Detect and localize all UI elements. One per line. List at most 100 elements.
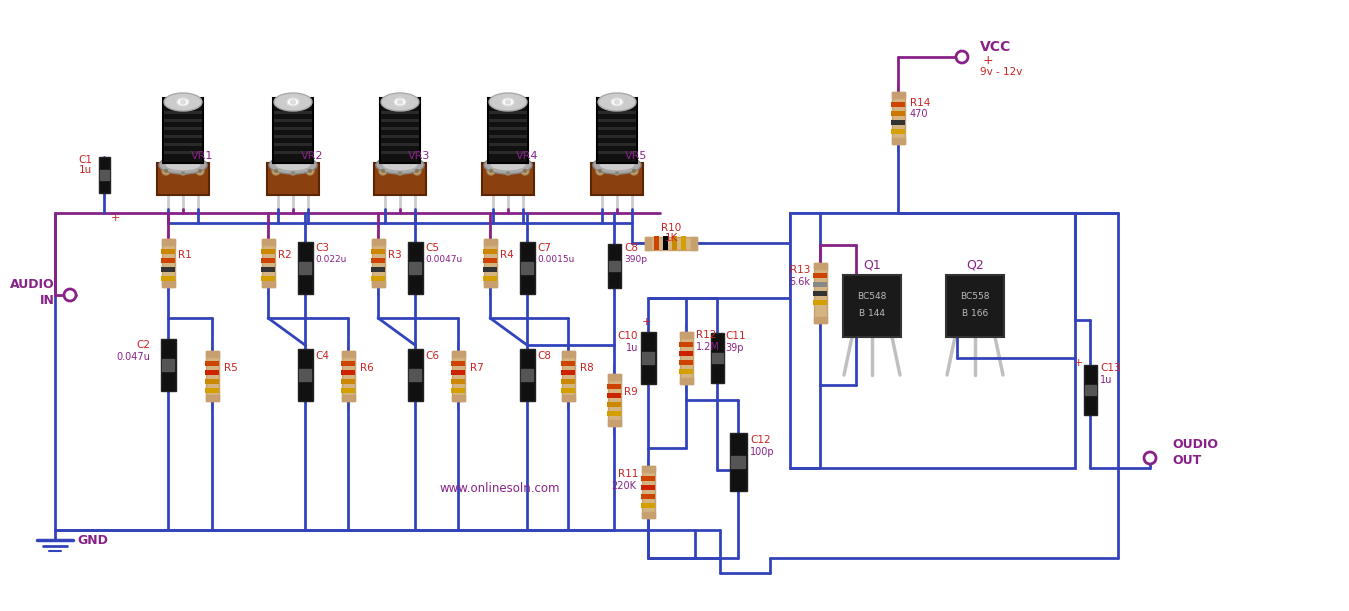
Bar (162, 239, 174, 245)
Text: VR3: VR3 (407, 151, 430, 161)
Bar (205, 361, 219, 366)
Bar (483, 281, 496, 287)
Text: 0.0047u: 0.0047u (425, 255, 463, 265)
Bar (607, 420, 621, 426)
Bar (165, 111, 202, 114)
Bar (451, 388, 465, 393)
Text: 470: 470 (911, 109, 928, 119)
Bar (298, 242, 313, 294)
Text: 0.0015u: 0.0015u (537, 255, 575, 265)
Ellipse shape (488, 93, 527, 111)
Bar (813, 300, 827, 305)
Bar (679, 342, 693, 347)
Ellipse shape (165, 169, 167, 172)
Bar (407, 242, 422, 294)
Bar (371, 249, 384, 254)
Bar (1085, 385, 1095, 395)
Text: C11: C11 (724, 331, 746, 341)
Ellipse shape (615, 100, 619, 104)
Bar (730, 433, 746, 491)
Text: VR2: VR2 (301, 151, 324, 161)
Text: R10: R10 (661, 223, 681, 233)
Bar (341, 370, 355, 375)
Text: C10: C10 (618, 331, 638, 341)
Text: R4: R4 (500, 250, 514, 260)
Text: C3: C3 (316, 243, 329, 253)
Ellipse shape (594, 156, 641, 174)
Text: www.onlinesoln.com: www.onlinesoln.com (440, 481, 560, 494)
Ellipse shape (484, 156, 532, 174)
Bar (561, 361, 575, 366)
Bar (483, 239, 496, 287)
Bar (274, 119, 312, 122)
Bar (267, 163, 318, 195)
Bar (654, 236, 660, 250)
Bar (672, 236, 677, 250)
Bar (791, 213, 1075, 468)
Bar (711, 353, 723, 363)
Bar (488, 151, 527, 154)
Bar (561, 370, 575, 375)
Bar (645, 236, 652, 249)
Bar (946, 275, 1004, 337)
Bar (163, 98, 202, 163)
Bar (299, 369, 312, 381)
Bar (205, 379, 219, 384)
Bar (662, 236, 668, 250)
Bar (642, 466, 654, 518)
Ellipse shape (487, 167, 495, 175)
Bar (691, 236, 697, 249)
Text: 1.2M: 1.2M (696, 342, 720, 352)
Bar (452, 395, 464, 401)
Text: Q1: Q1 (863, 258, 881, 271)
Bar (561, 395, 575, 401)
Bar (380, 119, 420, 122)
Bar (598, 151, 635, 154)
Ellipse shape (598, 93, 635, 111)
Text: R1: R1 (178, 250, 192, 260)
Bar (165, 143, 202, 146)
Bar (371, 239, 384, 287)
Ellipse shape (490, 169, 492, 172)
Ellipse shape (599, 169, 602, 172)
Bar (607, 384, 621, 389)
Ellipse shape (165, 93, 202, 111)
Bar (561, 351, 575, 401)
Bar (380, 151, 420, 154)
Ellipse shape (611, 98, 623, 106)
Bar (260, 267, 275, 272)
Circle shape (1144, 452, 1156, 464)
Bar (488, 103, 527, 106)
Text: R3: R3 (389, 250, 402, 260)
Bar (299, 262, 312, 274)
Text: 100p: 100p (750, 447, 774, 457)
Bar (260, 276, 275, 281)
Text: C2: C2 (136, 340, 150, 350)
Ellipse shape (274, 93, 312, 111)
Bar (679, 351, 693, 356)
Bar (371, 281, 384, 287)
Text: C1: C1 (78, 155, 92, 165)
Bar (488, 135, 527, 138)
Bar (483, 239, 496, 245)
Bar (561, 351, 575, 357)
Ellipse shape (179, 167, 188, 175)
Bar (298, 349, 313, 401)
Bar (521, 262, 533, 274)
Ellipse shape (380, 93, 420, 111)
Bar (374, 163, 426, 195)
Bar (260, 249, 275, 254)
Bar (813, 317, 827, 323)
Text: AUDIO: AUDIO (11, 279, 55, 291)
Text: 1u: 1u (626, 343, 638, 353)
Ellipse shape (162, 167, 170, 175)
Bar (607, 402, 621, 407)
Bar (161, 267, 175, 272)
Bar (100, 170, 108, 180)
Bar (452, 351, 464, 357)
Ellipse shape (490, 159, 526, 171)
Bar (488, 127, 527, 130)
Bar (607, 374, 621, 380)
Bar (561, 379, 575, 384)
Bar (598, 143, 635, 146)
